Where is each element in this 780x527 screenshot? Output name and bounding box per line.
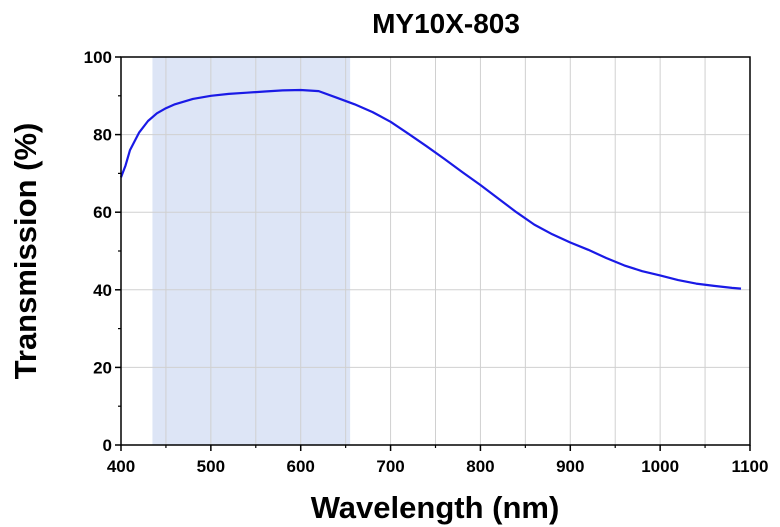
x-tick-label: 1100 [732,457,769,476]
y-tick-label: 100 [84,48,112,67]
y-tick-label: 0 [103,436,112,455]
y-tick-label: 40 [93,281,112,300]
series-line [119,88,742,290]
x-tick-labels: 400 500 600 700 800 900 1000 1100 [107,457,769,476]
y-tick-label: 20 [93,358,112,377]
chart-title: MY10X-803 [372,8,520,39]
y-tick-label: 80 [93,126,112,145]
x-axis-title: Wavelength (nm) [311,490,560,525]
y-tick-label: 60 [93,203,112,222]
plot-frame [120,56,751,446]
x-tick-label: 600 [287,457,315,476]
x-tick-label: 500 [197,457,225,476]
x-tick-label: 1000 [641,457,679,476]
y-tick-labels: 0 20 40 60 80 100 [84,48,112,455]
y-axis-title: Transmission (%) [8,123,43,380]
x-tick-label: 700 [376,457,404,476]
highlight-band [152,57,351,445]
x-tick-label: 800 [466,457,494,476]
x-tick-label: 400 [107,457,135,476]
x-tick-label: 900 [556,457,584,476]
